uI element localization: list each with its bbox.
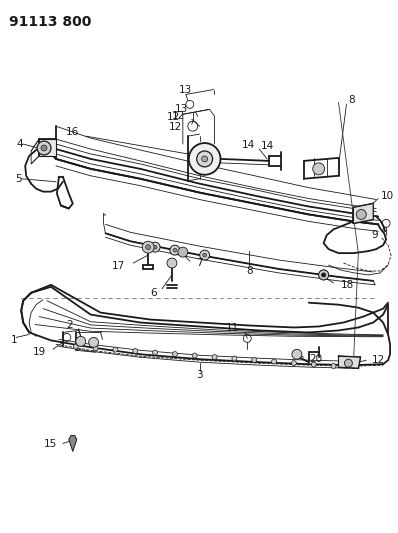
Circle shape bbox=[152, 350, 158, 355]
Text: 8: 8 bbox=[348, 95, 355, 106]
Text: 12: 12 bbox=[169, 122, 182, 132]
Circle shape bbox=[200, 250, 210, 260]
Circle shape bbox=[192, 353, 197, 358]
Text: 4: 4 bbox=[16, 139, 23, 149]
Circle shape bbox=[322, 273, 326, 277]
Circle shape bbox=[133, 349, 138, 353]
Text: 12: 12 bbox=[372, 355, 386, 365]
Circle shape bbox=[93, 345, 98, 351]
Text: 1: 1 bbox=[11, 335, 18, 345]
Circle shape bbox=[319, 270, 329, 280]
Text: 11: 11 bbox=[226, 324, 239, 334]
Circle shape bbox=[271, 359, 277, 364]
Text: 8: 8 bbox=[246, 266, 253, 276]
Text: 14: 14 bbox=[261, 141, 275, 151]
Circle shape bbox=[173, 248, 177, 252]
Text: 14: 14 bbox=[242, 140, 255, 150]
Text: 12: 12 bbox=[167, 112, 180, 122]
Circle shape bbox=[356, 209, 366, 220]
Circle shape bbox=[73, 344, 78, 349]
Polygon shape bbox=[69, 435, 77, 451]
Circle shape bbox=[313, 163, 325, 175]
Circle shape bbox=[232, 356, 237, 361]
Polygon shape bbox=[39, 139, 56, 156]
Circle shape bbox=[189, 143, 220, 175]
Circle shape bbox=[212, 354, 217, 360]
Text: 5: 5 bbox=[15, 174, 22, 184]
Circle shape bbox=[113, 347, 118, 352]
Polygon shape bbox=[353, 204, 373, 223]
Circle shape bbox=[150, 242, 160, 252]
Circle shape bbox=[178, 247, 188, 257]
Circle shape bbox=[41, 145, 47, 151]
Text: 10: 10 bbox=[381, 191, 394, 200]
Circle shape bbox=[292, 349, 302, 359]
Text: 20: 20 bbox=[309, 354, 322, 364]
Text: 12: 12 bbox=[172, 111, 185, 122]
Text: 2: 2 bbox=[66, 320, 73, 330]
Circle shape bbox=[322, 273, 326, 277]
Text: 18: 18 bbox=[341, 280, 354, 290]
Text: 7: 7 bbox=[196, 258, 202, 268]
Circle shape bbox=[37, 141, 51, 155]
Text: 17: 17 bbox=[112, 261, 125, 271]
Circle shape bbox=[172, 352, 178, 357]
Circle shape bbox=[167, 258, 177, 268]
Circle shape bbox=[197, 151, 213, 167]
Text: 19: 19 bbox=[33, 348, 46, 357]
Circle shape bbox=[331, 364, 336, 368]
Polygon shape bbox=[339, 356, 360, 368]
Circle shape bbox=[291, 360, 297, 366]
Text: 15: 15 bbox=[44, 440, 57, 449]
Text: 91113 800: 91113 800 bbox=[9, 15, 92, 29]
Text: 13: 13 bbox=[179, 85, 193, 95]
Circle shape bbox=[252, 358, 257, 362]
Circle shape bbox=[202, 156, 208, 162]
Circle shape bbox=[142, 241, 154, 253]
Circle shape bbox=[89, 337, 99, 348]
Text: 13: 13 bbox=[175, 104, 188, 115]
Circle shape bbox=[345, 359, 352, 367]
Circle shape bbox=[203, 253, 207, 257]
Circle shape bbox=[153, 245, 157, 249]
Text: 3: 3 bbox=[196, 370, 203, 380]
Circle shape bbox=[319, 270, 329, 280]
Circle shape bbox=[170, 245, 180, 255]
Circle shape bbox=[146, 245, 150, 249]
Text: 6: 6 bbox=[150, 288, 157, 298]
Text: 16: 16 bbox=[66, 127, 79, 137]
Circle shape bbox=[311, 362, 316, 367]
Circle shape bbox=[76, 336, 86, 346]
Text: 9: 9 bbox=[372, 230, 378, 240]
